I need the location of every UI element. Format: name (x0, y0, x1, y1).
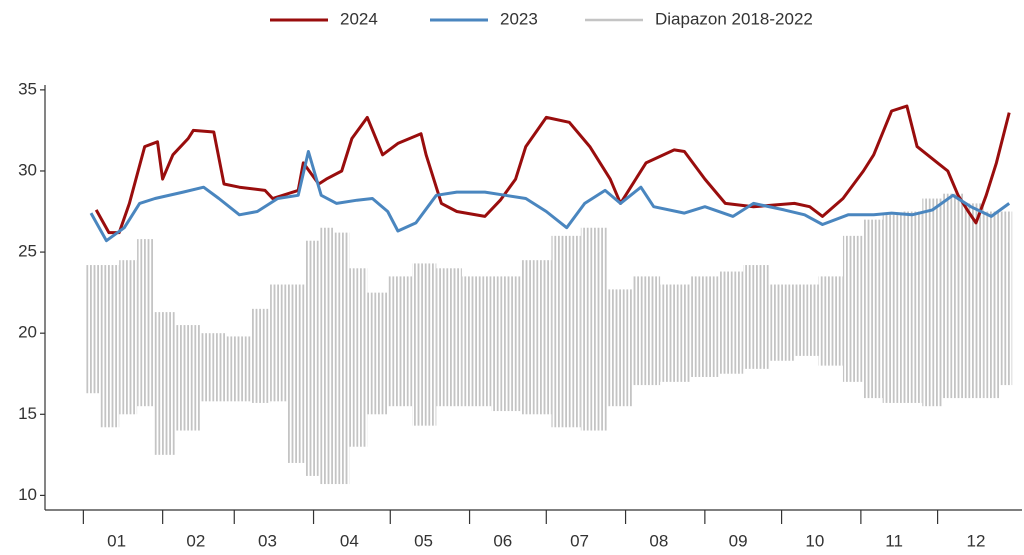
range-bar (287, 284, 306, 463)
y-tick-label: 30 (18, 160, 37, 179)
range-bar (794, 284, 819, 356)
range-bar (119, 260, 138, 415)
series-line (94, 104, 1011, 235)
range-bar (580, 227, 608, 431)
range-bar (551, 235, 581, 428)
y-tick-label: 10 (18, 485, 37, 504)
range-bar (660, 284, 690, 382)
range-bar (436, 268, 462, 407)
range-bar (633, 276, 661, 386)
range-bar (718, 271, 744, 374)
x-tick-label: 08 (649, 531, 668, 550)
range-bar (412, 263, 437, 426)
range-bar (491, 276, 521, 412)
y-tick-label: 20 (18, 323, 37, 342)
range-bar (983, 211, 1001, 399)
range-bar (768, 284, 795, 361)
range-bar (349, 268, 368, 447)
range-bar (137, 239, 154, 407)
range-bar (201, 333, 227, 402)
range-bar (842, 235, 864, 382)
x-tick-label: 04 (340, 531, 359, 550)
x-tick-label: 02 (186, 531, 205, 550)
range-bar (99, 265, 120, 428)
y-tick-label: 35 (18, 79, 37, 98)
range-bar (607, 289, 634, 407)
range-bar (922, 198, 943, 407)
range-bar (882, 214, 902, 403)
range-bar (334, 232, 350, 485)
range-bar (305, 240, 320, 476)
x-tick-label: 06 (493, 531, 512, 550)
y-tick-label: 15 (18, 404, 37, 423)
range-bar (387, 276, 413, 407)
range-bar (863, 219, 883, 399)
range-bar (153, 312, 176, 455)
x-tick-label: 10 (805, 531, 824, 550)
range-bar (901, 211, 923, 403)
x-tick-label: 07 (570, 531, 589, 550)
range-bar (964, 203, 984, 399)
range-bar (226, 336, 251, 402)
x-tick-label: 01 (107, 531, 126, 550)
x-tick-label: 03 (258, 531, 277, 550)
x-tick-label: 09 (729, 531, 748, 550)
range-bar (942, 193, 965, 399)
legend-label: 2024 (340, 9, 378, 28)
range-bar (319, 227, 335, 485)
y-tick-label: 25 (18, 242, 37, 261)
x-tick-label: 12 (967, 531, 986, 550)
x-tick-label: 05 (414, 531, 433, 550)
range-bar (1000, 211, 1013, 386)
range-bar (270, 284, 288, 402)
range-bar (743, 265, 769, 369)
x-tick-label: 11 (885, 531, 903, 550)
range-bar (818, 276, 843, 366)
legend-label: Diapazon 2018-2022 (655, 9, 813, 28)
legend-label: 2023 (500, 9, 538, 28)
range-bar (175, 325, 202, 431)
range-bar (250, 308, 271, 403)
range-bar (689, 276, 719, 377)
range-bar (367, 292, 388, 415)
range-bar (520, 260, 552, 415)
range-bar (86, 265, 100, 394)
series-line (89, 150, 1011, 243)
range-bar (461, 276, 492, 407)
